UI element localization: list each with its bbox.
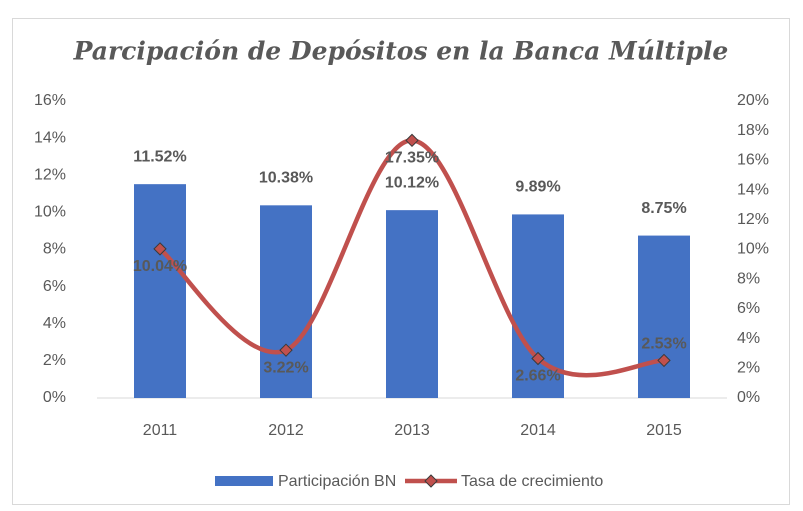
y-tick-label: 8%: [43, 241, 66, 258]
y-tick-label: 10%: [34, 204, 66, 221]
y2-tick-label: 6%: [737, 300, 760, 317]
y2-tick-label: 18%: [737, 122, 769, 139]
line-marker: [279, 343, 293, 357]
x-tick-label: 2012: [268, 422, 304, 439]
legend-marker: [424, 474, 438, 488]
data-label: 17.35%: [385, 150, 439, 167]
y-tick-label: 6%: [43, 278, 66, 295]
x-tick-label: 2013: [394, 422, 430, 439]
data-label: 9.89%: [515, 179, 560, 196]
y2-tick-label: 16%: [737, 152, 769, 169]
y2-tick-label: 10%: [737, 241, 769, 258]
data-label: 10.12%: [385, 174, 439, 191]
bar: [638, 235, 690, 398]
legend-swatch: [215, 476, 273, 486]
y2-tick-label: 20%: [737, 92, 769, 109]
y2-tick-label: 14%: [737, 181, 769, 198]
y-tick-label: 4%: [43, 315, 66, 332]
y-tick-label: 16%: [34, 92, 66, 109]
x-tick-label: 2014: [520, 422, 556, 439]
data-label: 10.04%: [133, 258, 187, 275]
y2-tick-label: 4%: [737, 330, 760, 347]
data-label: 11.52%: [133, 148, 186, 165]
y2-tick-label: 2%: [737, 360, 760, 377]
data-label: 8.75%: [641, 200, 686, 217]
bar: [386, 210, 438, 398]
y2-tick-label: 0%: [737, 389, 760, 406]
data-label: 2.53%: [641, 336, 686, 353]
bar: [134, 184, 186, 398]
y2-tick-label: 8%: [737, 270, 760, 287]
y-tick-label: 0%: [43, 389, 66, 406]
line-marker: [405, 133, 419, 148]
y-tick-label: 2%: [43, 352, 66, 369]
legend-label: Participación BN: [278, 473, 396, 490]
line-marker: [153, 242, 167, 256]
bar: [260, 205, 312, 398]
y2-tick-label: 12%: [737, 211, 769, 228]
data-label: 10.38%: [259, 170, 313, 187]
legend-label: Tasa de crecimiento: [461, 473, 603, 490]
line-marker: [657, 353, 671, 368]
y-tick-label: 14%: [34, 129, 66, 146]
chart-title: Parcipación de Depósitos en la Banca Múl…: [73, 37, 729, 66]
y-tick-label: 12%: [34, 166, 66, 183]
x-tick-label: 2015: [646, 422, 682, 439]
data-label: 2.66%: [515, 368, 560, 385]
x-tick-label: 2011: [143, 422, 178, 439]
data-label: 3.22%: [263, 359, 308, 376]
line-marker: [531, 351, 545, 366]
